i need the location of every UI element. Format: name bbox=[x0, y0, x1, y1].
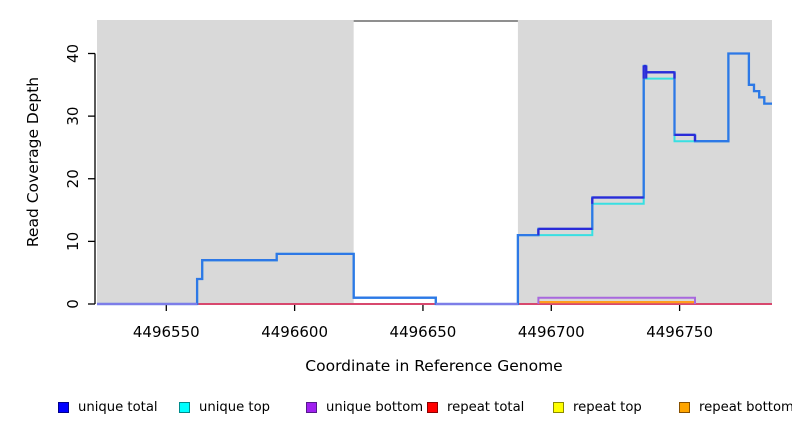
legend-swatch-unique-total bbox=[58, 401, 69, 413]
x-tick-label: 4496750 bbox=[646, 323, 713, 341]
y-axis-title: Read Coverage Depth bbox=[24, 77, 42, 247]
y-tick-label: 20 bbox=[64, 169, 82, 188]
legend-swatch-repeat-bottom bbox=[679, 401, 690, 413]
legend-item-unique-bottom: unique bottom bbox=[306, 399, 424, 415]
legend-item-unique-top: unique top bbox=[179, 399, 271, 415]
legend-item-repeat-top: repeat top bbox=[553, 399, 642, 415]
unique-bottom-line bbox=[537, 296, 696, 304]
legend-label: unique bottom bbox=[326, 399, 424, 415]
x-tick-label: 4496650 bbox=[390, 323, 457, 341]
legend-swatch-unique-bottom bbox=[306, 401, 317, 413]
y-tick-label: 40 bbox=[64, 44, 82, 63]
gap-region bbox=[353, 20, 518, 304]
legend-swatch-repeat-top bbox=[553, 401, 564, 413]
x-tick-label: 4496700 bbox=[518, 323, 585, 341]
legend-swatch-unique-top bbox=[179, 401, 190, 413]
legend-label: unique top bbox=[199, 399, 271, 415]
legend: unique total unique top unique bottom re… bbox=[0, 400, 792, 418]
x-tick-label: 4496600 bbox=[261, 323, 328, 341]
x-axis-title: Coordinate in Reference Genome bbox=[305, 357, 562, 375]
y-tick-label: 10 bbox=[64, 232, 82, 251]
legend-item-repeat-total: repeat total bbox=[427, 399, 525, 415]
legend-swatch-repeat-total bbox=[427, 401, 438, 413]
legend-item-repeat-bottom: repeat bottom bbox=[679, 399, 792, 415]
legend-label: unique total bbox=[78, 399, 158, 415]
x-tick-label: 4496550 bbox=[133, 323, 200, 341]
legend-label: repeat total bbox=[447, 399, 525, 415]
legend-label: repeat top bbox=[573, 399, 642, 415]
plot-dynamic-layer: 4496550 4496600 4496650 4496700 4496750 0 10 20… bbox=[64, 20, 772, 341]
unique-total-line bbox=[97, 52, 772, 306]
y-tick-label: 0 bbox=[64, 299, 82, 309]
y-tick-label: 30 bbox=[64, 107, 82, 126]
legend-label: repeat bottom bbox=[699, 399, 792, 415]
legend-item-unique-total: unique total bbox=[58, 399, 158, 415]
